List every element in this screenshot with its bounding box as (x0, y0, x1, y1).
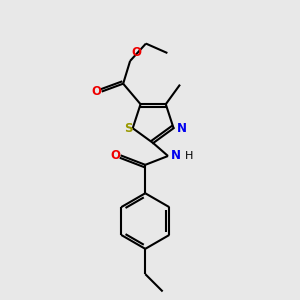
Text: S: S (124, 122, 133, 135)
Text: N: N (177, 122, 188, 135)
Text: H: H (184, 151, 193, 161)
Text: O: O (111, 149, 121, 162)
Text: O: O (92, 85, 102, 98)
Text: O: O (132, 46, 142, 59)
Text: N: N (170, 149, 181, 163)
